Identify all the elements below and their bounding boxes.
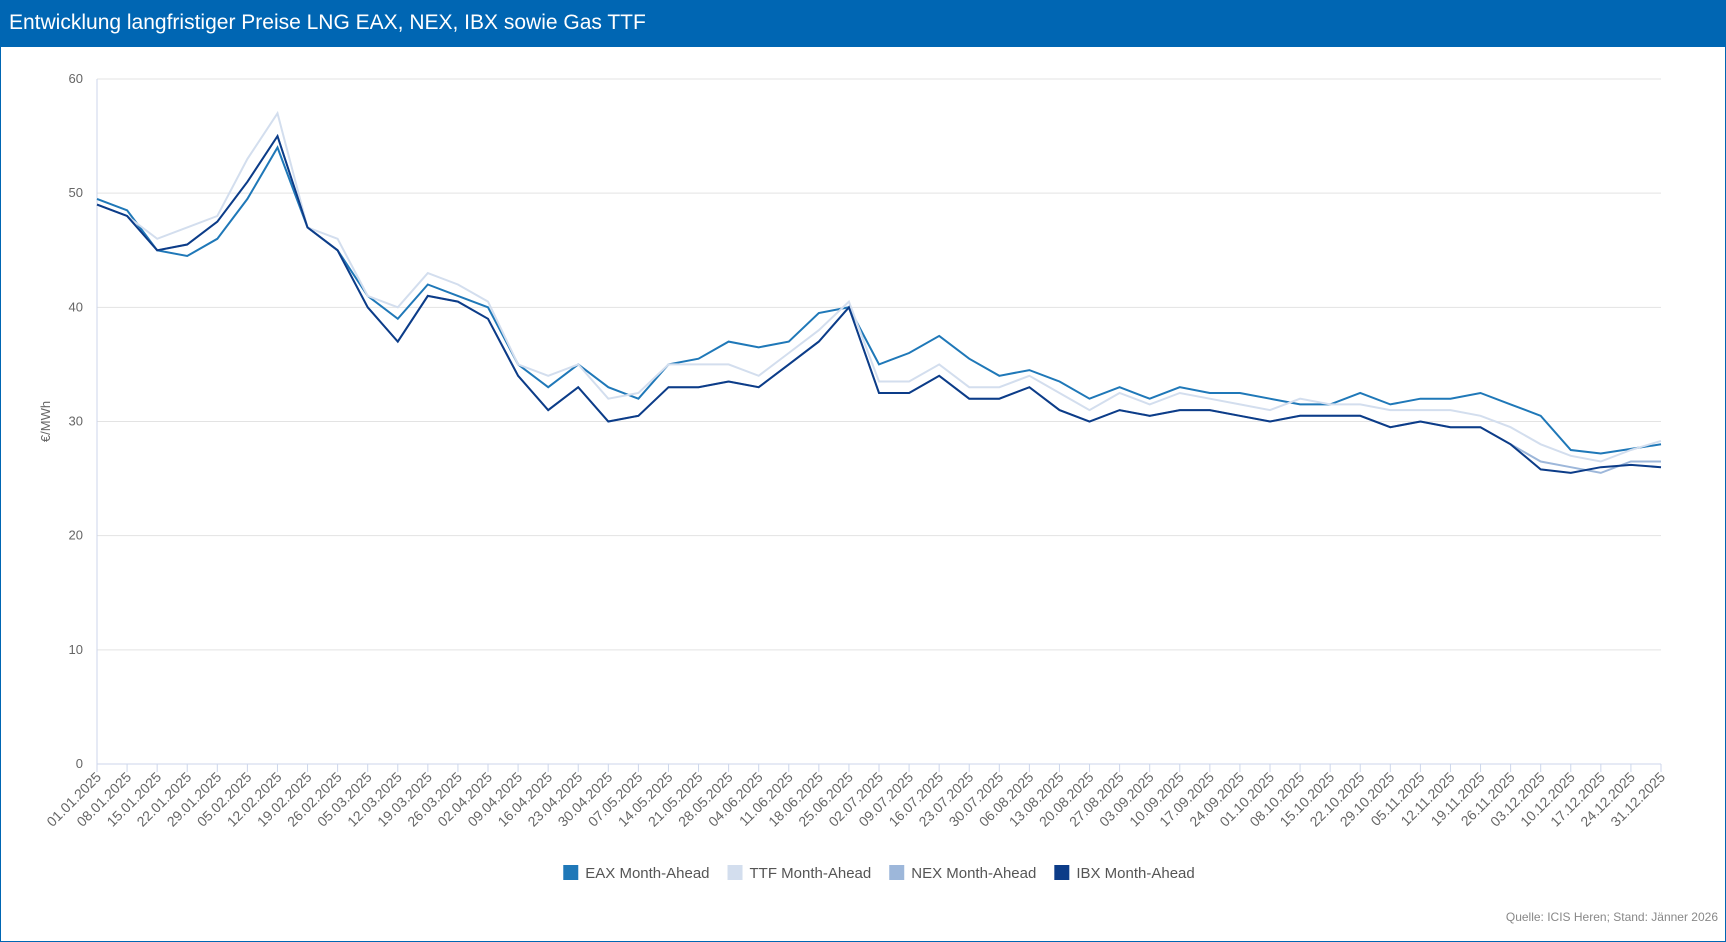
y-tick-label: 60 — [69, 71, 83, 86]
y-tick-label: 20 — [69, 528, 83, 543]
y-tick-label: 10 — [69, 642, 83, 657]
legend-swatch — [889, 865, 905, 880]
legend-label: TTF Month-Ahead — [750, 865, 872, 882]
line-series — [96, 133, 1662, 474]
y-tick-label: 50 — [69, 185, 83, 200]
source-note: Quelle: ICIS Heren; Stand: Jänner 2026 — [1506, 910, 1718, 924]
y-tick-label: 30 — [69, 414, 83, 429]
y-tick-label: 0 — [76, 756, 83, 771]
legend-swatch — [563, 865, 579, 880]
legend-label: EAX Month-Ahead — [585, 865, 709, 882]
chart-title: Entwicklung langfristiger Preise LNG EAX… — [1, 1, 1725, 47]
legend-label: NEX Month-Ahead — [911, 865, 1036, 882]
y-tick-label: 40 — [69, 299, 83, 314]
legend-label: IBX Month-Ahead — [1076, 865, 1194, 882]
line-series — [96, 145, 1662, 455]
legend: EAX Month-Ahead TTF Month-Ahead NEX Month-… — [563, 865, 1195, 882]
line-series — [96, 110, 1662, 463]
legend-swatch — [727, 865, 743, 880]
y-axis-label: €/MWh — [38, 401, 53, 442]
legend-swatch — [1054, 865, 1070, 880]
